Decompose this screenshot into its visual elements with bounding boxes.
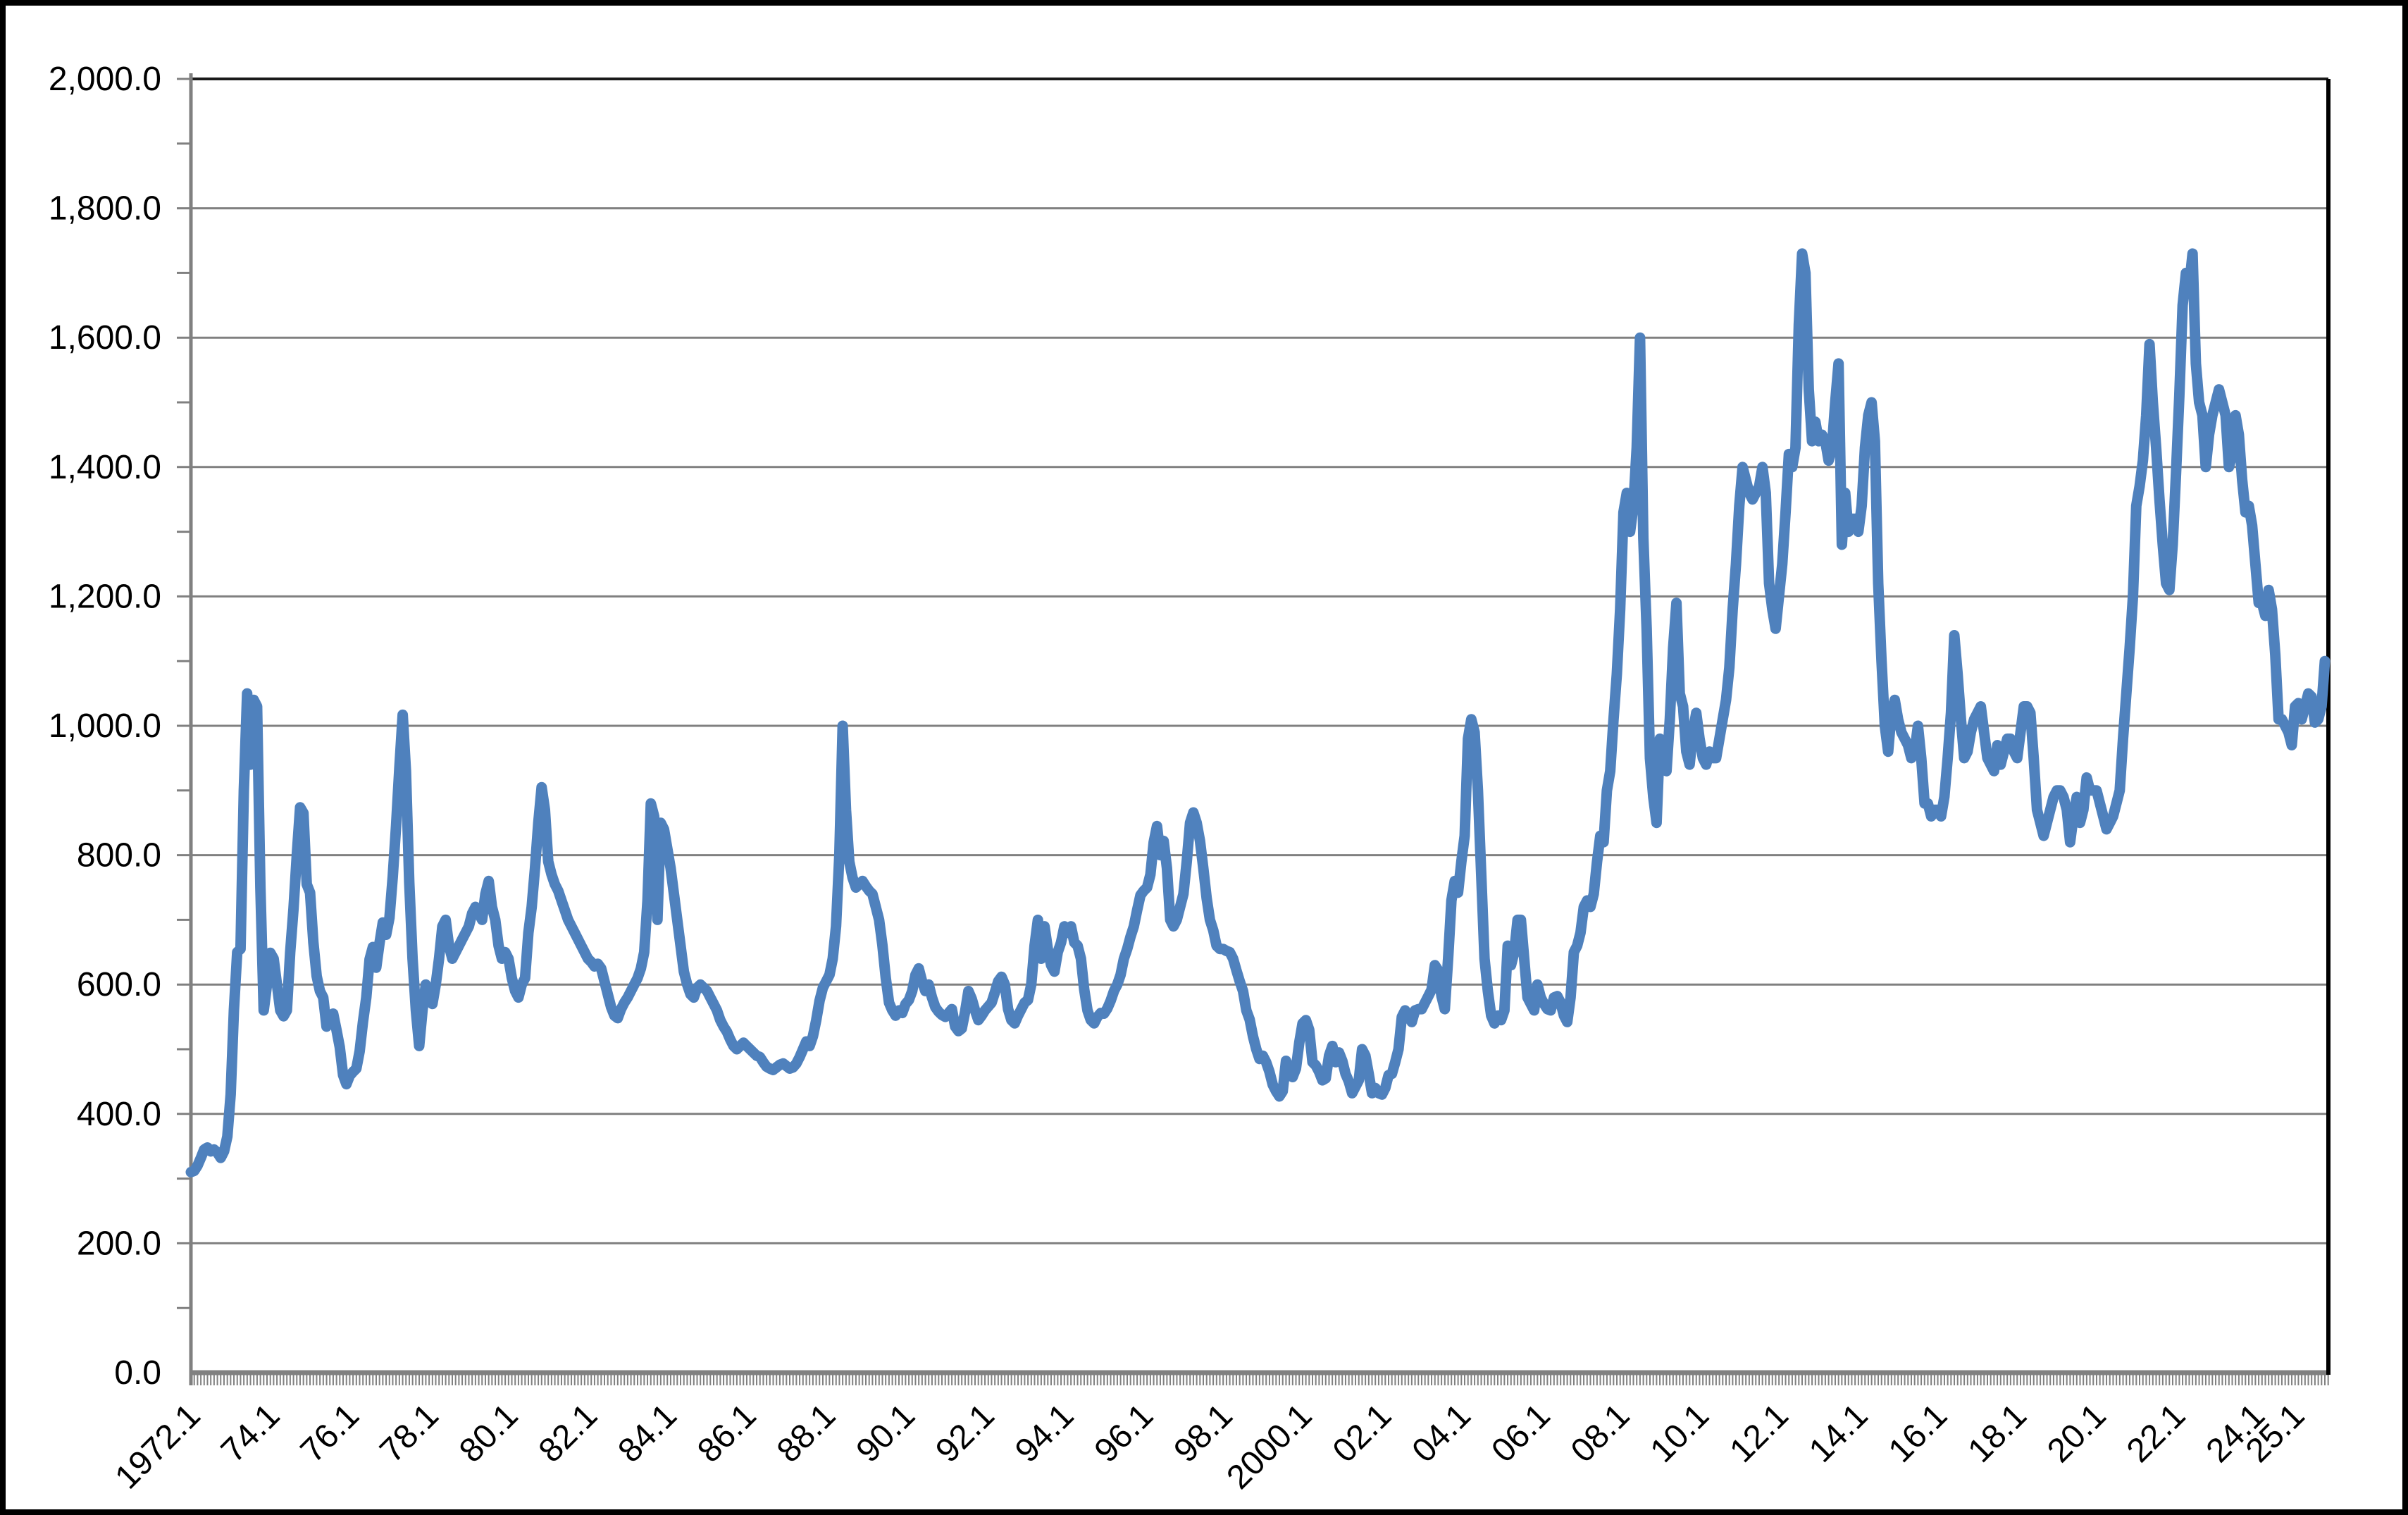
x-axis-label: 04.1 (1405, 1397, 1479, 1470)
x-axis-label: 96.1 (1088, 1397, 1161, 1470)
x-axis-label: 90.1 (850, 1397, 923, 1470)
x-axis-label: 94.1 (1008, 1397, 1081, 1470)
x-axis-label: 86.1 (690, 1397, 764, 1470)
y-axis-label: 1,000.0 (49, 707, 161, 745)
x-axis-label: 78.1 (373, 1397, 446, 1470)
y-axis-label: 1,400.0 (49, 449, 161, 486)
y-axis-label: 800.0 (77, 837, 161, 874)
y-axis-label: 2,000.0 (49, 61, 161, 98)
y-axis-label: 600.0 (77, 966, 161, 1003)
x-axis-label: 88.1 (770, 1397, 843, 1470)
y-axis-label: 1,800.0 (49, 190, 161, 228)
y-axis-label: 0.0 (114, 1354, 161, 1392)
y-axis-label: 400.0 (77, 1096, 161, 1133)
x-axis-label: 80.1 (452, 1397, 526, 1470)
y-axis-label: 200.0 (77, 1225, 161, 1262)
x-axis-label: 1972.1 (108, 1397, 207, 1496)
x-axis-label: 2000.1 (1219, 1397, 1319, 1496)
x-axis-label: 18.1 (1961, 1397, 2035, 1470)
y-axis-label: 1,200.0 (49, 578, 161, 615)
y-axis-label: 1,600.0 (49, 319, 161, 357)
x-axis-label: 22.1 (2120, 1397, 2193, 1470)
x-axis-label: 20.1 (2040, 1397, 2114, 1470)
x-axis-label: 06.1 (1484, 1397, 1558, 1470)
x-axis-label: 74.1 (214, 1397, 287, 1470)
x-axis-label: 76.1 (294, 1397, 367, 1470)
x-axis-label: 16.1 (1882, 1397, 1955, 1470)
data-series-line (185, 248, 2331, 1177)
x-axis-label: 08.1 (1564, 1397, 1637, 1470)
x-axis-label: 82.1 (532, 1397, 605, 1470)
x-axis-label: 12.1 (1723, 1397, 1796, 1470)
x-axis-label: 14.1 (1802, 1397, 1875, 1470)
x-axis-label: 92.1 (929, 1397, 1002, 1470)
x-axis-label: 98.1 (1167, 1397, 1240, 1470)
x-axis-label: 02.1 (1326, 1397, 1399, 1470)
x-axis-label: 84.1 (611, 1397, 684, 1470)
x-axis-label: 10.1 (1644, 1397, 1717, 1470)
